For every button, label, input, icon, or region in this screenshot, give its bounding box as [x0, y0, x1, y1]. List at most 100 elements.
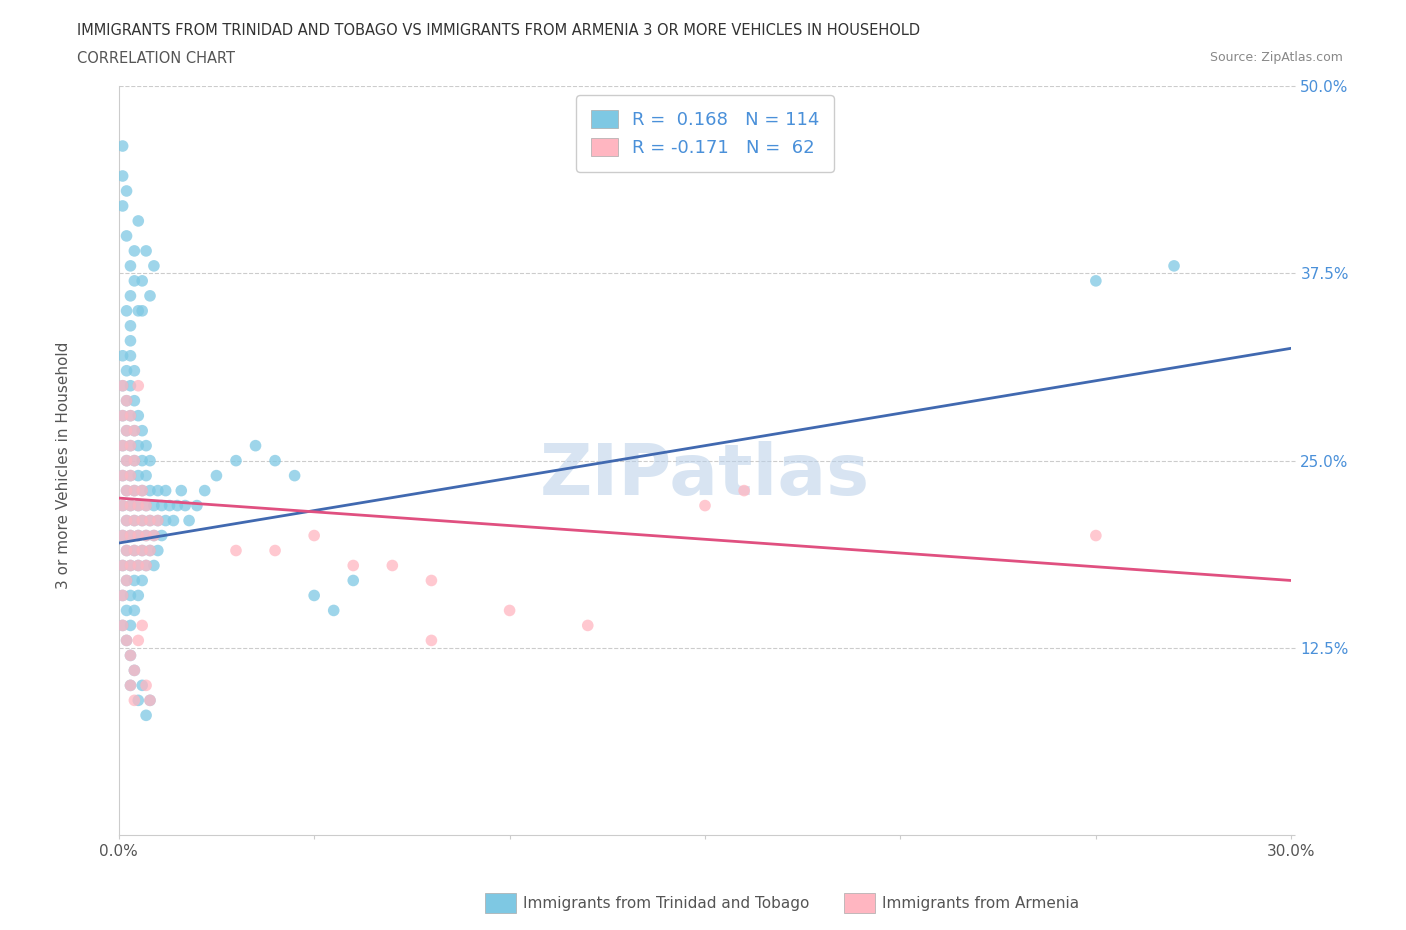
- Point: [115, 393, 138, 408]
- Text: IMMIGRANTS FROM TRINIDAD AND TOBAGO VS IMMIGRANTS FROM ARMENIA 3 OR MORE VEHICLE: IMMIGRANTS FROM TRINIDAD AND TOBAGO VS I…: [77, 23, 921, 38]
- Point: [120, 468, 142, 483]
- Point: [142, 558, 165, 573]
- Point: [124, 663, 146, 678]
- Text: ZIPatlas: ZIPatlas: [540, 441, 870, 511]
- Point: [115, 484, 138, 498]
- Point: [135, 438, 157, 453]
- Point: [120, 678, 142, 693]
- Point: [131, 618, 153, 633]
- Point: [131, 453, 153, 468]
- Point: [120, 648, 142, 663]
- Point: [170, 484, 193, 498]
- Point: [733, 484, 755, 498]
- Point: [264, 543, 287, 558]
- Point: [124, 513, 146, 528]
- Text: 3 or more Vehicles in Household: 3 or more Vehicles in Household: [56, 341, 70, 589]
- Legend: R =  0.168   N = 114, R = -0.171   N =  62: R = 0.168 N = 114, R = -0.171 N = 62: [576, 95, 834, 172]
- Point: [115, 513, 138, 528]
- Point: [135, 528, 157, 543]
- Point: [284, 468, 307, 483]
- Point: [127, 558, 149, 573]
- Point: [498, 603, 520, 618]
- Point: [115, 543, 138, 558]
- Point: [131, 303, 153, 318]
- Point: [111, 438, 134, 453]
- Point: [115, 633, 138, 648]
- Point: [124, 453, 146, 468]
- Point: [115, 183, 138, 198]
- Point: [127, 438, 149, 453]
- Point: [162, 513, 184, 528]
- Point: [111, 438, 134, 453]
- Point: [120, 528, 142, 543]
- Point: [420, 633, 443, 648]
- Point: [131, 513, 153, 528]
- Point: [1084, 273, 1107, 288]
- Point: [111, 198, 134, 213]
- Point: [124, 693, 146, 708]
- Point: [120, 588, 142, 603]
- Point: [131, 543, 153, 558]
- Point: [127, 379, 149, 393]
- Point: [115, 573, 138, 588]
- Point: [159, 498, 181, 513]
- Point: [131, 678, 153, 693]
- Point: [124, 393, 146, 408]
- Point: [124, 423, 146, 438]
- Point: [115, 453, 138, 468]
- Point: [124, 273, 146, 288]
- Point: [120, 318, 142, 333]
- Point: [155, 484, 177, 498]
- Point: [124, 423, 146, 438]
- Point: [194, 484, 217, 498]
- Point: [115, 453, 138, 468]
- Point: [135, 498, 157, 513]
- Point: [111, 468, 134, 483]
- Point: [115, 484, 138, 498]
- Point: [120, 408, 142, 423]
- Point: [120, 349, 142, 364]
- Point: [135, 558, 157, 573]
- Point: [342, 558, 364, 573]
- Point: [135, 498, 157, 513]
- Point: [120, 408, 142, 423]
- Point: [135, 468, 157, 483]
- Point: [111, 379, 134, 393]
- Point: [142, 259, 165, 273]
- Point: [120, 259, 142, 273]
- Point: [120, 468, 142, 483]
- Point: [124, 364, 146, 379]
- Point: [111, 558, 134, 573]
- Point: [225, 453, 247, 468]
- Point: [115, 573, 138, 588]
- Point: [127, 528, 149, 543]
- Point: [111, 558, 134, 573]
- Point: [111, 498, 134, 513]
- Point: [146, 543, 169, 558]
- Point: [127, 693, 149, 708]
- Point: [245, 438, 267, 453]
- Point: [139, 543, 162, 558]
- Point: [124, 484, 146, 498]
- Point: [111, 618, 134, 633]
- Point: [111, 379, 134, 393]
- Point: [127, 468, 149, 483]
- Point: [120, 558, 142, 573]
- Point: [693, 498, 716, 513]
- Point: [120, 648, 142, 663]
- Point: [111, 408, 134, 423]
- Point: [120, 379, 142, 393]
- Point: [142, 528, 165, 543]
- Point: [135, 528, 157, 543]
- Point: [111, 468, 134, 483]
- Point: [146, 484, 169, 498]
- Point: [120, 678, 142, 693]
- Point: [205, 468, 228, 483]
- Point: [120, 528, 142, 543]
- Point: [225, 543, 247, 558]
- Point: [139, 288, 162, 303]
- Point: [115, 423, 138, 438]
- Point: [111, 349, 134, 364]
- Point: [127, 408, 149, 423]
- Point: [131, 423, 153, 438]
